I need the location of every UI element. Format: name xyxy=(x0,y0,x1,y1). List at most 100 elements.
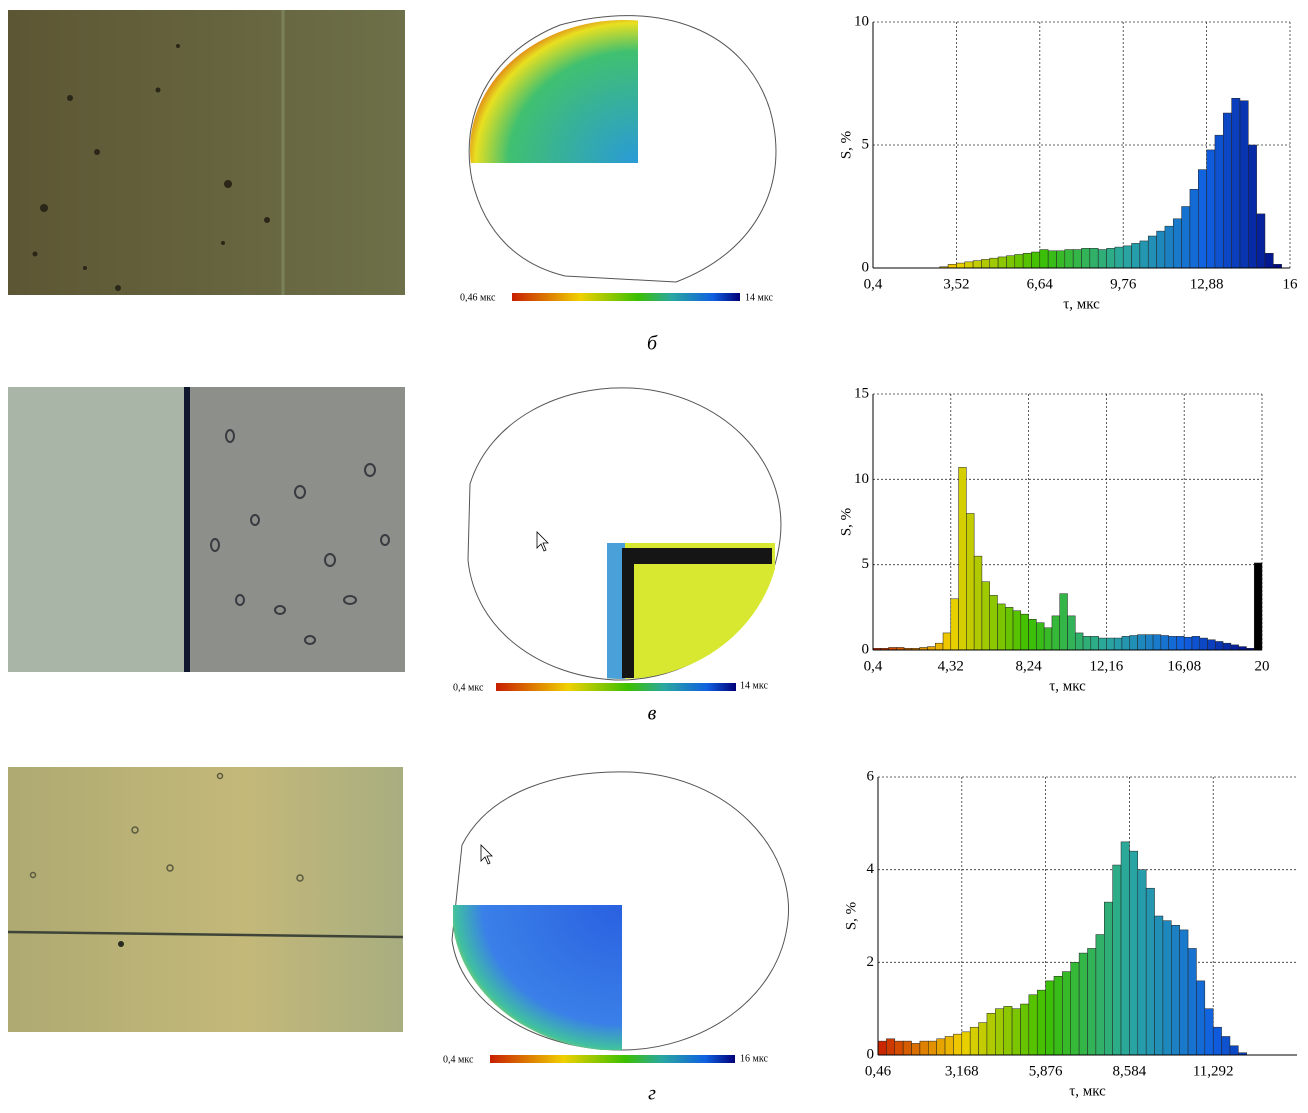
bar xyxy=(1098,637,1107,651)
bar xyxy=(1230,644,1239,651)
panel-label: б xyxy=(647,333,658,355)
bar xyxy=(1264,252,1274,269)
bar xyxy=(1212,1026,1222,1056)
bar xyxy=(1129,850,1139,1056)
bar xyxy=(958,467,967,651)
y-tick-label: 4 xyxy=(867,861,875,877)
bar xyxy=(1206,149,1216,269)
bar xyxy=(1012,610,1022,651)
bar xyxy=(1014,254,1024,269)
bar xyxy=(1238,646,1247,651)
bar xyxy=(1036,989,1046,1056)
bar xyxy=(1189,189,1199,269)
bar xyxy=(1053,975,1063,1056)
bar xyxy=(981,259,991,269)
bar xyxy=(1176,636,1185,651)
bar xyxy=(947,264,957,269)
x-tick-label: 16 xyxy=(1283,276,1299,292)
bar xyxy=(989,257,999,269)
bar xyxy=(997,603,1006,651)
bar xyxy=(1273,264,1282,269)
y-tick-label: 10 xyxy=(854,13,869,29)
bar xyxy=(877,1040,887,1056)
bar xyxy=(1129,635,1138,651)
bar xyxy=(1104,901,1113,1056)
y-tick-label: 0 xyxy=(862,259,870,275)
bar xyxy=(1139,240,1149,269)
bar xyxy=(1179,929,1189,1056)
x-tick-label: 3,168 xyxy=(945,1063,979,1079)
bar xyxy=(1137,634,1146,651)
bar xyxy=(1229,1045,1239,1056)
bar xyxy=(1090,636,1099,651)
bar xyxy=(1070,962,1080,1056)
bar xyxy=(966,513,975,651)
bar xyxy=(1047,250,1057,269)
x-tick-label: 4,32 xyxy=(938,658,964,674)
bar xyxy=(1112,864,1122,1056)
bar xyxy=(1062,971,1071,1056)
bar xyxy=(1089,248,1099,269)
bar xyxy=(1253,562,1263,651)
x-tick-label: 16,08 xyxy=(1167,658,1201,674)
bar xyxy=(1114,246,1124,269)
x-tick-label: 12,16 xyxy=(1090,658,1124,674)
bar xyxy=(956,262,965,269)
bar xyxy=(1106,248,1116,269)
bar xyxy=(997,256,1007,269)
bar xyxy=(1051,615,1060,651)
bar xyxy=(1215,641,1224,651)
wafer-map xyxy=(451,771,789,1063)
panel-label: г xyxy=(648,1083,656,1105)
bar xyxy=(1154,915,1164,1056)
bar xyxy=(1160,635,1169,651)
bar xyxy=(1078,952,1088,1056)
bar xyxy=(936,1038,946,1056)
colorbar-max: 16 мкс xyxy=(740,1053,768,1064)
colorbar-min: 0,4 мкс xyxy=(443,1054,474,1065)
bar xyxy=(1147,235,1157,269)
bar xyxy=(1121,636,1130,651)
bar xyxy=(944,1036,954,1056)
bar xyxy=(1022,252,1032,269)
bar xyxy=(894,1040,904,1056)
bar xyxy=(911,1043,921,1056)
micrograph xyxy=(8,10,405,295)
x-tick-label: 11,292 xyxy=(1193,1063,1234,1079)
bar xyxy=(934,642,944,651)
bar xyxy=(986,1013,996,1056)
bar xyxy=(1097,249,1107,269)
bar xyxy=(1006,255,1016,269)
bar xyxy=(1003,1006,1013,1056)
bar xyxy=(1056,250,1066,269)
bar xyxy=(1223,112,1232,269)
x-tick-label: 12,88 xyxy=(1190,276,1224,292)
colorbar-min: 0,46 мкс xyxy=(460,292,496,303)
x-tick-label: 6,64 xyxy=(1027,276,1054,292)
bar xyxy=(995,1008,1004,1056)
y-tick-label: 6 xyxy=(867,768,875,784)
bar xyxy=(1122,245,1132,269)
bar xyxy=(1020,1003,1030,1056)
bar xyxy=(1036,622,1045,651)
x-axis-label: τ, мкс xyxy=(1063,296,1100,312)
colorbar-max: 14 мкс xyxy=(745,292,773,303)
bar xyxy=(1221,1036,1231,1056)
bar xyxy=(886,1038,896,1056)
x-tick-label: 0,4 xyxy=(864,276,883,292)
x-tick-label: 0,4 xyxy=(864,658,883,674)
bar xyxy=(1187,948,1197,1056)
y-tick-label: 10 xyxy=(854,471,869,487)
y-tick-label: 5 xyxy=(862,136,870,152)
bar xyxy=(1072,249,1082,269)
bar xyxy=(1256,213,1266,269)
bar xyxy=(1120,841,1130,1056)
bar xyxy=(1204,1008,1214,1056)
x-axis-label: τ, мкс xyxy=(1049,678,1086,694)
bar xyxy=(950,598,959,651)
y-tick-label: 0 xyxy=(862,641,870,657)
bar xyxy=(1191,636,1201,651)
bar xyxy=(928,1040,937,1056)
